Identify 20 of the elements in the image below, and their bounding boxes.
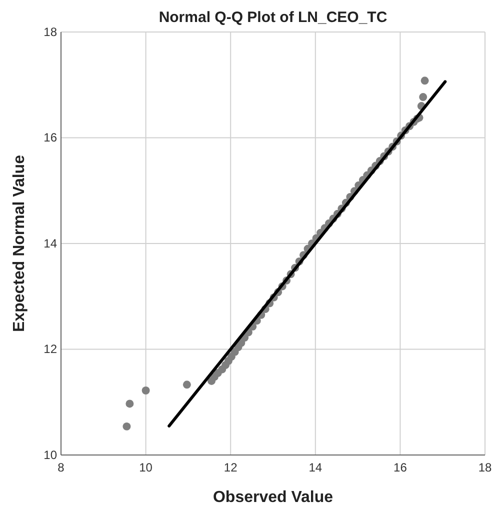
x-tick-label: 18 [478, 460, 492, 475]
x-tick-label: 16 [394, 460, 408, 475]
y-tick-label: 10 [44, 448, 58, 462]
y-tick-label: 14 [44, 236, 58, 250]
y-tick-label: 16 [44, 130, 58, 145]
y-tick-label: 18 [44, 24, 58, 39]
x-tick-label: 10 [139, 460, 153, 475]
point [420, 76, 429, 85]
point [182, 380, 191, 389]
x-axis-title: Observed Value [212, 489, 334, 506]
x-tick-label: 12 [224, 460, 238, 475]
chart-title: Normal Q-Q Plot of LN_CEO_TC [158, 9, 388, 26]
point [126, 400, 134, 408]
x-tick-label: 8 [58, 460, 65, 475]
point [142, 386, 150, 394]
x-tick-label: 14 [308, 460, 322, 475]
y-axis-title: Expected Normal Value [11, 154, 28, 332]
y-tick-label: 12 [44, 342, 58, 356]
point [419, 93, 428, 102]
point [122, 422, 131, 430]
